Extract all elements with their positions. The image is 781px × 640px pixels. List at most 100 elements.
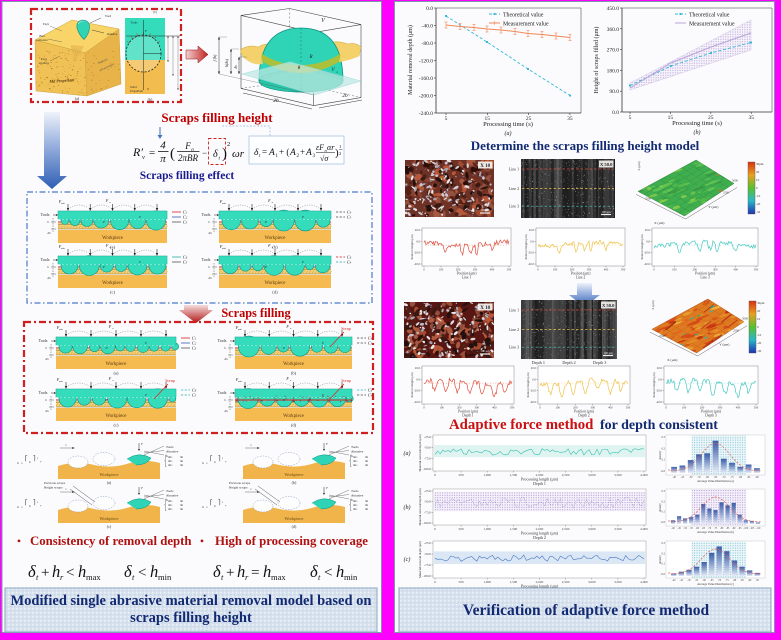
svg-text:⎤: ⎤ [218, 499, 221, 506]
svg-text:h: h [45, 346, 47, 350]
svg-text:-40.0: -40.0 [414, 262, 421, 266]
svg-text:(b): (b) [292, 480, 297, 485]
svg-text:r: r [60, 572, 64, 582]
svg-text:+ (: + ( [279, 147, 289, 157]
svg-text:Modified single abrasive mater: Modified single abrasive material remova… [11, 593, 372, 609]
svg-text:(a): (a) [404, 450, 411, 457]
svg-text:-50: -50 [689, 476, 693, 479]
svg-text:C4: C4 [368, 336, 373, 341]
svg-text:-50: -50 [687, 579, 691, 582]
svg-text:P: P [102, 220, 106, 224]
svg-text:v: v [250, 487, 252, 491]
svg-text:-100.0: -100.0 [422, 521, 431, 525]
svg-text:Line 2: Line 2 [509, 327, 519, 332]
svg-text:-75: -75 [714, 527, 718, 530]
svg-text:density: density [658, 503, 662, 512]
svg-text:500: 500 [459, 473, 464, 477]
svg-text:density: density [658, 555, 662, 564]
svg-text:2: 2 [222, 501, 224, 504]
svg-text:0: 0 [423, 268, 425, 272]
svg-text:Δh: Δh [180, 460, 184, 463]
svg-text:400: 400 [736, 406, 741, 410]
svg-text:h: h [336, 562, 344, 581]
svg-text:+: + [40, 504, 42, 508]
svg-text:•: • [17, 534, 21, 548]
svg-text:): ) [222, 146, 227, 162]
svg-text:25: 25 [708, 115, 714, 121]
svg-text:A: A [289, 148, 296, 158]
svg-text:F: F [56, 325, 60, 330]
svg-text:Previous scraps: Previous scraps [229, 481, 251, 485]
svg-text:-95: -95 [755, 579, 759, 582]
svg-text:⎩: ⎩ [164, 506, 167, 511]
svg-text:C1: C1 [192, 336, 197, 341]
svg-text:-50: -50 [683, 527, 687, 530]
svg-text:200: 200 [456, 268, 461, 272]
svg-text:2,500: 2,500 [562, 473, 570, 478]
svg-text:F: F [285, 324, 289, 329]
svg-text:V: V [331, 68, 335, 73]
svg-text:2500: 2500 [645, 196, 652, 200]
svg-text:s: s [336, 70, 338, 74]
svg-text:Height of scraps filled (μm): Height of scraps filled (μm) [593, 27, 600, 94]
svg-text:25: 25 [526, 116, 532, 122]
svg-text:δ: δ [28, 562, 36, 581]
svg-text:Adaptive force method: Adaptive force method [449, 417, 594, 433]
svg-text:Tools: Tools [202, 257, 211, 262]
svg-text:30μm: 30μm [756, 162, 764, 166]
svg-text:Δh=: Δh= [168, 464, 173, 467]
svg-text:pollutant: pollutant [36, 38, 47, 42]
svg-text:500: 500 [507, 268, 512, 272]
svg-text:Position (μm): Position (μm) [701, 410, 722, 414]
svg-text:F: F [267, 243, 271, 248]
svg-text:F: F [184, 141, 191, 151]
svg-text:-75.0: -75.0 [424, 456, 431, 460]
svg-text:X 50.0: X 50.0 [602, 303, 615, 308]
svg-text:=: = [262, 147, 267, 157]
svg-text:X 50.0: X 50.0 [600, 162, 613, 167]
svg-text:-105: -105 [750, 527, 755, 530]
svg-text:Δh: Δh [180, 504, 184, 507]
svg-text:C4: C4 [347, 260, 352, 265]
svg-text:-40.0: -40.0 [656, 400, 663, 404]
svg-text:+: + [40, 460, 42, 464]
svg-text:-100.0: -100.0 [422, 467, 431, 471]
svg-text:Previous scraps: Previous scraps [44, 481, 66, 485]
svg-text:h: h [45, 398, 47, 402]
svg-text:300: 300 [473, 268, 478, 272]
svg-text:500: 500 [754, 406, 759, 410]
svg-text:Remove height (μm): Remove height (μm) [524, 235, 528, 260]
svg-text:X (μm): X (μm) [667, 358, 678, 362]
svg-text:0: 0 [434, 527, 436, 531]
svg-text:35: 35 [567, 116, 573, 122]
svg-text:Line 1: Line 1 [509, 167, 519, 172]
svg-text:0.1: 0.1 [662, 563, 666, 566]
svg-text:-20.0: -20.0 [656, 389, 663, 393]
svg-text:Tools: Tools [39, 338, 48, 343]
svg-text:-45: -45 [681, 476, 685, 479]
svg-text:v: v [65, 487, 67, 491]
svg-text:100 μm: 100 μm [480, 349, 490, 353]
svg-text:A: A [305, 148, 312, 158]
svg-text:h: h [224, 398, 226, 402]
svg-text:270.0: 270.0 [607, 48, 620, 54]
svg-text:Workpiece: Workpiece [106, 414, 127, 419]
svg-text:Measurement value: Measurement value [503, 22, 549, 28]
svg-text:Scraps filling height: Scraps filling height [161, 110, 273, 125]
svg-text:Δh: Δh [365, 504, 369, 507]
svg-text:F: F [56, 377, 60, 382]
svg-text:0.3: 0.3 [662, 490, 666, 493]
svg-text:Depth 2: Depth 2 [578, 414, 590, 418]
svg-text:max: max [86, 572, 101, 582]
svg-text:100: 100 [439, 406, 444, 410]
svg-text:Height scraps: Height scraps [44, 486, 63, 490]
svg-text:-40.0: -40.0 [422, 24, 434, 30]
svg-text:-20.0: -20.0 [644, 251, 651, 255]
svg-text:(d): (d) [292, 524, 297, 529]
svg-text:0.0: 0.0 [416, 377, 420, 381]
svg-text:P: P [264, 265, 268, 269]
svg-text:Easy: Easy [41, 57, 48, 61]
svg-text:(b): (b) [148, 97, 153, 102]
svg-text:-65: -65 [702, 527, 706, 530]
svg-text:-20.0: -20.0 [414, 251, 421, 255]
